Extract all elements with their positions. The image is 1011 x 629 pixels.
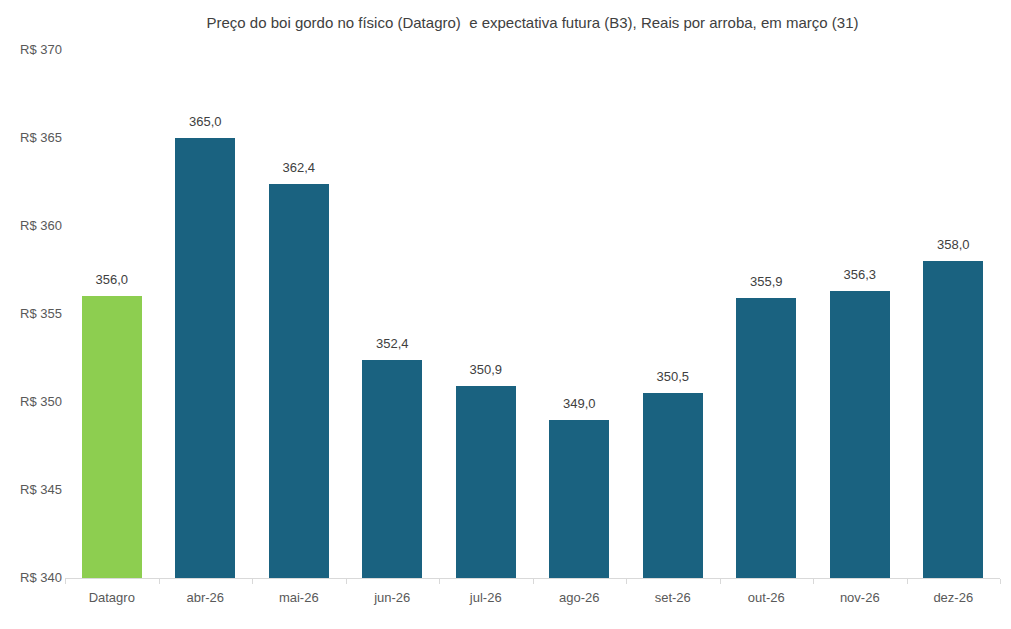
x-axis-category-label: mai-26: [252, 590, 346, 605]
bar-chart: Preço do boi gordo no físico (Datagro) e…: [0, 0, 1011, 629]
x-axis-category-label: set-26: [626, 590, 720, 605]
bar-value-label: 349,0: [539, 396, 619, 411]
bar-jul-26: [456, 386, 516, 578]
x-axis-category-label: dez-26: [906, 590, 1000, 605]
bar-value-label: 355,9: [726, 274, 806, 289]
bar-jun-26: [362, 360, 422, 578]
chart-title: Preço do boi gordo no físico (Datagro) e…: [65, 14, 1000, 31]
y-axis-tick-label: R$ 350: [10, 393, 62, 411]
bar-value-label: 350,5: [633, 369, 713, 384]
y-axis-tick-label: R$ 370: [10, 41, 62, 59]
x-axis-category-label: ago-26: [532, 590, 626, 605]
y-axis-tick-label: R$ 340: [10, 569, 62, 587]
x-axis-tick: [439, 579, 440, 584]
bar-value-label: 356,0: [72, 272, 152, 287]
x-axis-tick: [907, 579, 908, 584]
x-axis-category-label: Datagro: [65, 590, 159, 605]
y-axis-tick-label: R$ 355: [10, 305, 62, 323]
x-axis-tick: [346, 579, 347, 584]
y-axis-tick-label: R$ 345: [10, 481, 62, 499]
bar-out-26: [736, 298, 796, 578]
x-axis-tick: [720, 579, 721, 584]
x-axis-category-label: abr-26: [158, 590, 252, 605]
bar-abr-26: [175, 138, 235, 578]
bar-mai-26: [269, 184, 329, 578]
x-axis-category-label: jul-26: [439, 590, 533, 605]
bar-value-label: 358,0: [913, 237, 993, 252]
x-axis-tick: [159, 579, 160, 584]
bar-value-label: 356,3: [820, 267, 900, 282]
y-axis-tick-label: R$ 365: [10, 129, 62, 147]
x-axis-tick: [813, 579, 814, 584]
y-axis-tick-label: R$ 360: [10, 217, 62, 235]
bar-value-label: 352,4: [352, 336, 432, 351]
x-axis-category-label: nov-26: [813, 590, 907, 605]
x-axis-category-label: jun-26: [345, 590, 439, 605]
x-axis-category-label: out-26: [719, 590, 813, 605]
x-axis-tick: [1000, 579, 1001, 584]
bar-nov-26: [830, 291, 890, 578]
bar-value-label: 362,4: [259, 160, 339, 175]
bar-value-label: 365,0: [165, 114, 245, 129]
x-axis-tick: [626, 579, 627, 584]
x-axis-tick: [533, 579, 534, 584]
x-axis-tick: [252, 579, 253, 584]
bar-value-label: 350,9: [446, 362, 526, 377]
x-axis-tick: [65, 579, 66, 584]
bar-set-26: [643, 393, 703, 578]
bar-datagro: [82, 296, 142, 578]
bar-dez-26: [923, 261, 983, 578]
bar-ago-26: [549, 420, 609, 578]
